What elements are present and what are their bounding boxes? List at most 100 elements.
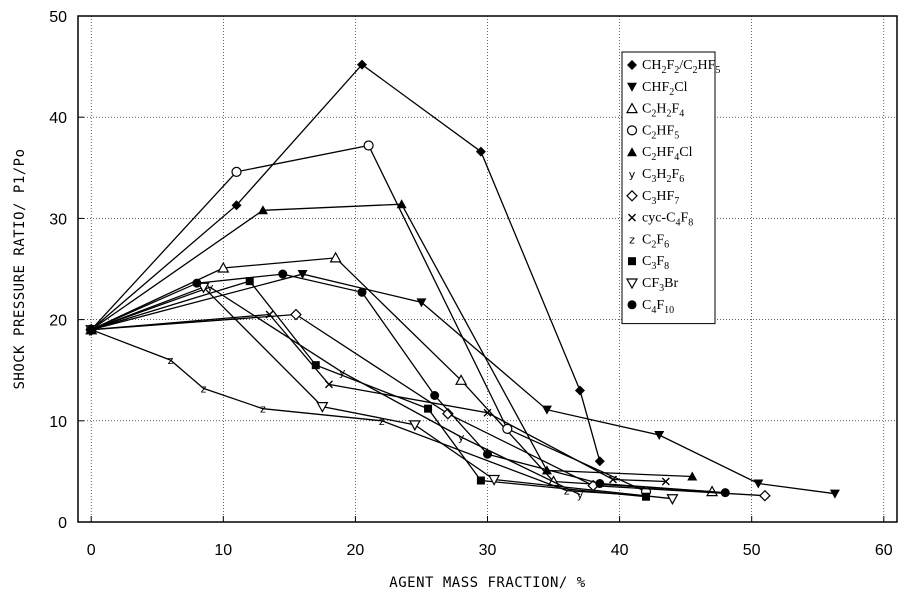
legend-marker <box>626 125 638 136</box>
data-point: z <box>168 354 174 367</box>
series-CH2F2/C2HF5: CH2F2/C2HF5: (0, 19)CH2F2/C2HF5: (11, 31… <box>86 59 605 467</box>
data-point: C3F8: (29.5, 4.1) <box>476 476 485 485</box>
legend-marker <box>627 82 637 92</box>
legend-label-part: C <box>642 102 651 117</box>
data-point: y <box>458 431 465 444</box>
legend-label-part: C <box>642 298 651 313</box>
data-point: CH2F2/C2HF5: (20.5, 45.2) <box>357 59 368 70</box>
series-line <box>90 273 726 494</box>
legend-label-part: 2 <box>666 109 671 120</box>
y-tick-label: 50 <box>49 9 67 26</box>
legend-label-part: 2 <box>669 87 674 98</box>
x-tick-label: 20 <box>347 542 365 559</box>
legend-label-part: 5 <box>674 130 679 141</box>
y-axis-ticks: 0 10 20 30 40 50 <box>49 9 84 532</box>
data-point: C4F10: (48, 2.9) <box>720 488 730 498</box>
legend-label-part: 2 <box>666 174 671 185</box>
legend-label-part: 4 <box>675 218 680 229</box>
data-point: z <box>379 415 385 428</box>
legend-item: C2HF4Cl <box>627 145 693 163</box>
legend-item: C2HF5 <box>626 123 679 141</box>
legend-marker <box>628 257 636 266</box>
legend-label: CF3Br <box>642 276 678 294</box>
legend-label-part: /C <box>679 58 692 73</box>
data-point: C4F10: (8, 23.6) <box>192 278 202 288</box>
legend-label-part: C <box>642 123 651 138</box>
legend-label-part: H <box>656 167 666 182</box>
series-group: CH2F2/C2HF5: (0, 19)CH2F2/C2HF5: (11, 31… <box>85 59 840 505</box>
y-tick-label: 0 <box>58 515 67 532</box>
legend-marker <box>626 189 638 202</box>
legend-marker <box>627 300 637 310</box>
legend-item: C3F8 <box>628 254 669 272</box>
legend-item: cyc-C4F8 <box>628 211 693 229</box>
legend-label: C2H2F4 <box>642 102 684 120</box>
data-point: cyc-C4F8: (43.5, 4) <box>661 477 670 486</box>
x-axis-ticks: 0 10 20 30 40 50 60 <box>87 516 893 559</box>
data-point: CF3Br: (8.5, 23.2) <box>197 282 210 294</box>
x-tick-label: 0 <box>87 542 96 559</box>
legend-label-part: 2 <box>692 65 697 76</box>
data-point: C3F8: (25.5, 11.2) <box>424 404 433 413</box>
y-tick-label: 30 <box>49 211 67 228</box>
legend-label-part: 3 <box>651 261 656 272</box>
legend-label-part: F <box>656 298 664 313</box>
legend-label-part: CF <box>642 276 659 291</box>
data-point: z <box>564 485 570 498</box>
data-point: CHF2Cl: (56.3, 2.8) <box>829 489 840 499</box>
legend-marker <box>627 60 637 70</box>
legend-label-part: 3 <box>651 174 656 185</box>
legend-marker <box>628 213 636 222</box>
x-axis-label: AGENT MASS FRACTION/ % <box>389 575 586 591</box>
data-point: CHF2Cl: (50.5, 3.8) <box>753 479 764 489</box>
data-point: C2H2F4: (18.5, 26.1) <box>329 251 342 263</box>
legend-label-part: 3 <box>659 283 664 294</box>
data-point: C2HF4Cl: (45.5, 4.5) <box>687 471 698 481</box>
legend-item: CHF2Cl <box>627 80 688 98</box>
legend-label-part: C <box>642 232 651 247</box>
data-point: C4F10: (38.5, 3.8) <box>595 479 605 489</box>
series-cyc-C4F8: cyc-C4F8: (0, 19)cyc-C4F8: (13.5, 20.5)c… <box>87 310 670 486</box>
legend-label-part: F <box>656 232 664 247</box>
legend-label-part: F <box>666 58 674 73</box>
legend-marker: y <box>629 168 636 181</box>
legend-label-part: CHF <box>642 80 669 95</box>
legend-item: C2H2F4 <box>625 102 684 120</box>
legend-item: y C3H2F6 <box>629 167 685 185</box>
data-point: CHF2Cl: (16, 24.5) <box>297 270 308 280</box>
legend-label-part: HF <box>656 123 674 138</box>
series-C2HF5: C2HF5: (0, 19)C2HF5: (11, 34.6)C2HF5: (2… <box>86 140 652 497</box>
legend-label-part: 6 <box>664 239 669 250</box>
legend-label: CH2F2/C2HF5 <box>642 58 720 76</box>
data-point: C3HF7: (27, 10.7) <box>442 407 454 420</box>
series-line <box>90 63 601 462</box>
legend-label-part: 4 <box>651 305 656 316</box>
legend-label-part: 2 <box>651 152 656 163</box>
legend-label: C3HF7 <box>642 189 679 207</box>
series-line <box>90 203 693 478</box>
series-line <box>90 144 647 493</box>
series-line <box>90 286 581 496</box>
data-point: z <box>260 403 266 416</box>
legend-item: CF3Br <box>625 276 678 294</box>
data-point: C4F10: (26, 12.5) <box>430 391 440 400</box>
y-tick-label: 40 <box>49 110 67 127</box>
legend-label-part: F <box>680 211 688 226</box>
data-point: CH2F2/C2HF5: (38.5, 6) <box>594 456 605 467</box>
series-CHF2Cl: CHF2Cl: (0, 19)CHF2Cl: (16, 24.5)CHF2Cl:… <box>86 270 840 499</box>
legend-label-part: cyc-C <box>642 211 675 226</box>
y-tick-label: 10 <box>49 414 67 431</box>
data-point: CH2F2/C2HF5: (29.5, 36.6) <box>475 146 486 157</box>
x-tick-label: 50 <box>743 542 761 559</box>
legend-label-part: 2 <box>651 109 656 120</box>
data-point: CF3Br: (24.5, 9.6) <box>408 420 421 432</box>
legend-label-part: 2 <box>651 239 656 250</box>
legend-label: CHF2Cl <box>642 80 688 98</box>
legend-label-part: HF <box>697 58 715 73</box>
legend-label: C3F8 <box>642 254 669 272</box>
legend-label-part: 8 <box>664 261 669 272</box>
data-point: cyc-C4F8: (13.5, 20.5) <box>265 310 274 319</box>
data-point: CF3Br: (44, 2.3) <box>666 494 679 505</box>
